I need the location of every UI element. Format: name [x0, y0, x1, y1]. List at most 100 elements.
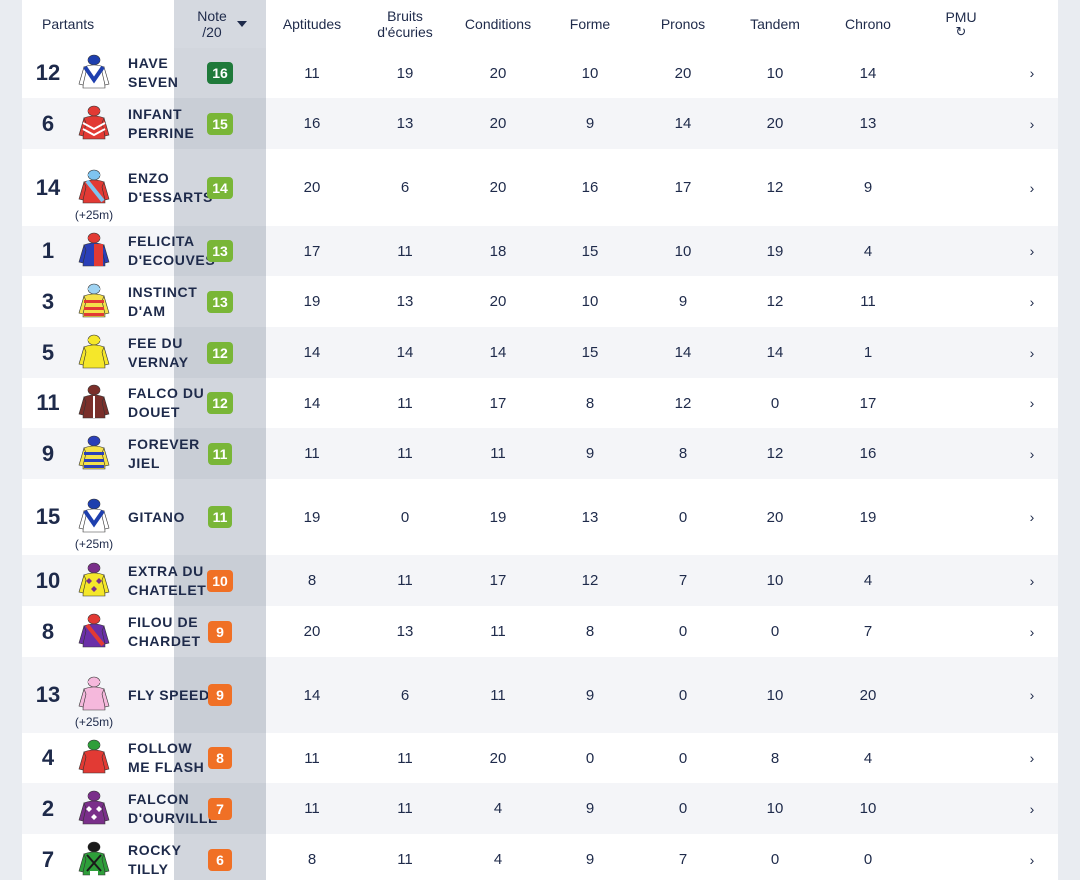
- bruits-value: 13: [396, 623, 414, 640]
- chevron-right-icon[interactable]: ›: [1029, 800, 1035, 817]
- chevron-right-icon[interactable]: ›: [1029, 344, 1035, 361]
- horse-name-link[interactable]: EXTRA DU CHATELET: [128, 555, 220, 606]
- note-column-bg: [174, 0, 266, 48]
- header-partants: Partants: [42, 0, 94, 48]
- horse-name-link[interactable]: FLY SPEED: [128, 657, 220, 733]
- bruits-value: 19: [396, 64, 414, 82]
- table-row[interactable]: 6 INFANT PERRINE 15 16 13 20 9 14 20 13 ›: [22, 98, 1058, 149]
- header-chrono[interactable]: Chrono: [822, 0, 914, 48]
- note-cell: 9: [202, 657, 238, 733]
- header-conditions[interactable]: Conditions: [452, 0, 544, 48]
- tandem-value: 12: [766, 293, 784, 310]
- bruits-value: 11: [397, 242, 413, 260]
- table-row[interactable]: 4 FOLLOW ME FLASH 8 11 11 20 0 0 8 4 ›: [22, 733, 1058, 783]
- header-aptitudes[interactable]: Aptitudes: [266, 0, 358, 48]
- horse-name-link[interactable]: FOREVER JIEL: [128, 428, 220, 479]
- conditions-value: 17: [489, 394, 507, 412]
- horse-name-link[interactable]: GITANO: [128, 479, 220, 555]
- table-row[interactable]: 13 (+25m) FLY SPEED 9 14 6 11 9 0 10 20 ›: [22, 657, 1058, 733]
- header-note-label: Note /20: [197, 8, 227, 40]
- tandem-value: 0: [770, 394, 780, 412]
- horse-name-link[interactable]: INFANT PERRINE: [128, 98, 220, 149]
- note-cell: 16: [202, 48, 238, 98]
- chrono-value: 14: [859, 64, 877, 82]
- conditions-value: 18: [489, 242, 507, 260]
- table-row[interactable]: 15 (+25m) GITANO 11 19 0 19 13 0 20 19 ›: [22, 479, 1058, 555]
- table-row[interactable]: 11 FALCO DU DOUET 12 14 11 17 8 12 0 17 ›: [22, 378, 1058, 428]
- chevron-right-icon[interactable]: ›: [1029, 509, 1035, 525]
- forme-value: 9: [585, 851, 595, 868]
- table-row[interactable]: 1 FELICITA D'ECOUVES 13 17 11 18 15 10 19 4 ›: [22, 226, 1058, 276]
- header-pronos[interactable]: Pronos: [637, 0, 729, 48]
- horse-name-link[interactable]: ROCKY TILLY: [128, 834, 220, 880]
- chevron-right-icon[interactable]: ›: [1029, 750, 1035, 766]
- table-row[interactable]: 10 EXTRA DU CHATELET 10 8 11 17 12 7 10 4 ›: [22, 555, 1058, 606]
- table-row[interactable]: 3 INSTINCT D'AM 13 19 13 20 10 9 12 11 ›: [22, 276, 1058, 327]
- aptitudes-value: 14: [303, 344, 321, 361]
- chrono-value: 4: [863, 242, 873, 260]
- chevron-right-icon[interactable]: ›: [1029, 243, 1035, 259]
- runner-number: 15: [35, 504, 61, 529]
- conditions-value: 20: [489, 179, 507, 196]
- chevron-right-icon[interactable]: ›: [1029, 395, 1035, 411]
- chevron-right-icon[interactable]: ›: [1029, 687, 1035, 703]
- chevron-right-icon[interactable]: ›: [1029, 851, 1035, 868]
- chevron-right-icon[interactable]: ›: [1029, 179, 1035, 196]
- horse-name-link[interactable]: HAVE SEVEN: [128, 48, 220, 98]
- tandem-value: 8: [770, 749, 780, 767]
- horse-name: EXTRA DU CHATELET: [128, 562, 207, 598]
- horse-name-link[interactable]: FELICITA D'ECOUVES: [128, 226, 220, 276]
- pronos-value: 12: [674, 394, 692, 412]
- table-row[interactable]: 7 ROCKY TILLY 6 8 11 4 9 7 0 0 ›: [22, 834, 1058, 880]
- tandem-value: 20: [766, 508, 784, 526]
- table-body: 12 HAVE SEVEN 16 11 19 20 10 20 10 14 › 6 INFANT P…: [22, 48, 1058, 880]
- table-row[interactable]: 8 FILOU DE CHARDET 9 20 13 11 8 0 0 7 ›: [22, 606, 1058, 657]
- table-row[interactable]: 14 (+25m) ENZO D'ESSARTS 14 20 6 20 16 17 12 9 ›: [22, 149, 1058, 226]
- pronos-value: 0: [678, 623, 688, 640]
- chevron-right-icon[interactable]: ›: [1029, 115, 1035, 132]
- table-row[interactable]: 5 FEE DU VERNAY 12 14 14 14 15 14 14 1 ›: [22, 327, 1058, 378]
- table-row[interactable]: 2 FALCON D'OURVILLE 7 11 11 4 9 0 10 10 ›: [22, 783, 1058, 834]
- table-row[interactable]: 12 HAVE SEVEN 16 11 19 20 10 20 10 14 ›: [22, 48, 1058, 98]
- horse-name-link[interactable]: FOLLOW ME FLASH: [128, 733, 220, 783]
- refresh-icon[interactable]: ↻: [955, 24, 967, 39]
- header-tandem[interactable]: Tandem: [729, 0, 821, 48]
- chevron-right-icon[interactable]: ›: [1029, 572, 1035, 589]
- horse-name-link[interactable]: INSTINCT D'AM: [128, 276, 220, 327]
- jockey-silk-icon: [76, 606, 112, 657]
- bruits-value: 11: [397, 851, 413, 868]
- tandem-value: 10: [766, 686, 784, 704]
- note-cell: 7: [202, 783, 238, 834]
- chevron-right-icon[interactable]: ›: [1029, 65, 1035, 81]
- note-badge: 12: [207, 392, 233, 414]
- header-pmu[interactable]: PMU ↻: [914, 0, 1008, 48]
- handicap-distance: (+25m): [74, 537, 114, 551]
- note-badge: 10: [207, 569, 233, 592]
- horse-name-link[interactable]: FEE DU VERNAY: [128, 327, 220, 378]
- chevron-right-icon[interactable]: ›: [1029, 445, 1035, 462]
- aptitudes-value: 8: [307, 572, 317, 589]
- header-aptitudes-label: Aptitudes: [282, 16, 342, 32]
- header-note-sort[interactable]: Note /20: [192, 0, 252, 48]
- note-cell: 9: [202, 606, 238, 657]
- header-forme[interactable]: Forme: [544, 0, 636, 48]
- horse-name-link[interactable]: FALCON D'OURVILLE: [128, 783, 220, 834]
- jockey-silk-icon: (+25m): [74, 479, 114, 555]
- header-bruits[interactable]: Bruits d'écuries: [359, 0, 451, 48]
- chrono-value: 16: [859, 445, 877, 462]
- note-cell: 11: [202, 479, 238, 555]
- runner-number: 7: [41, 846, 55, 872]
- horse-name-link[interactable]: FILOU DE CHARDET: [128, 606, 220, 657]
- chevron-right-icon[interactable]: ›: [1029, 623, 1035, 640]
- aptitudes-value: 11: [304, 64, 320, 82]
- jockey-silk-icon: (+25m): [75, 149, 113, 226]
- note-badge: 15: [207, 112, 233, 135]
- chevron-right-icon[interactable]: ›: [1029, 293, 1035, 310]
- forme-value: 12: [581, 572, 599, 589]
- header-pmu-label: PMU: [945, 9, 977, 25]
- horse-name-link[interactable]: FALCO DU DOUET: [128, 378, 220, 428]
- forme-value: 10: [581, 293, 599, 310]
- table-row[interactable]: 9 FOREVER JIEL 11 11 11 11 9 8 12 16 ›: [22, 428, 1058, 479]
- horse-name-link[interactable]: ENZO D'ESSARTS: [128, 149, 220, 226]
- pronos-value: 0: [678, 800, 688, 817]
